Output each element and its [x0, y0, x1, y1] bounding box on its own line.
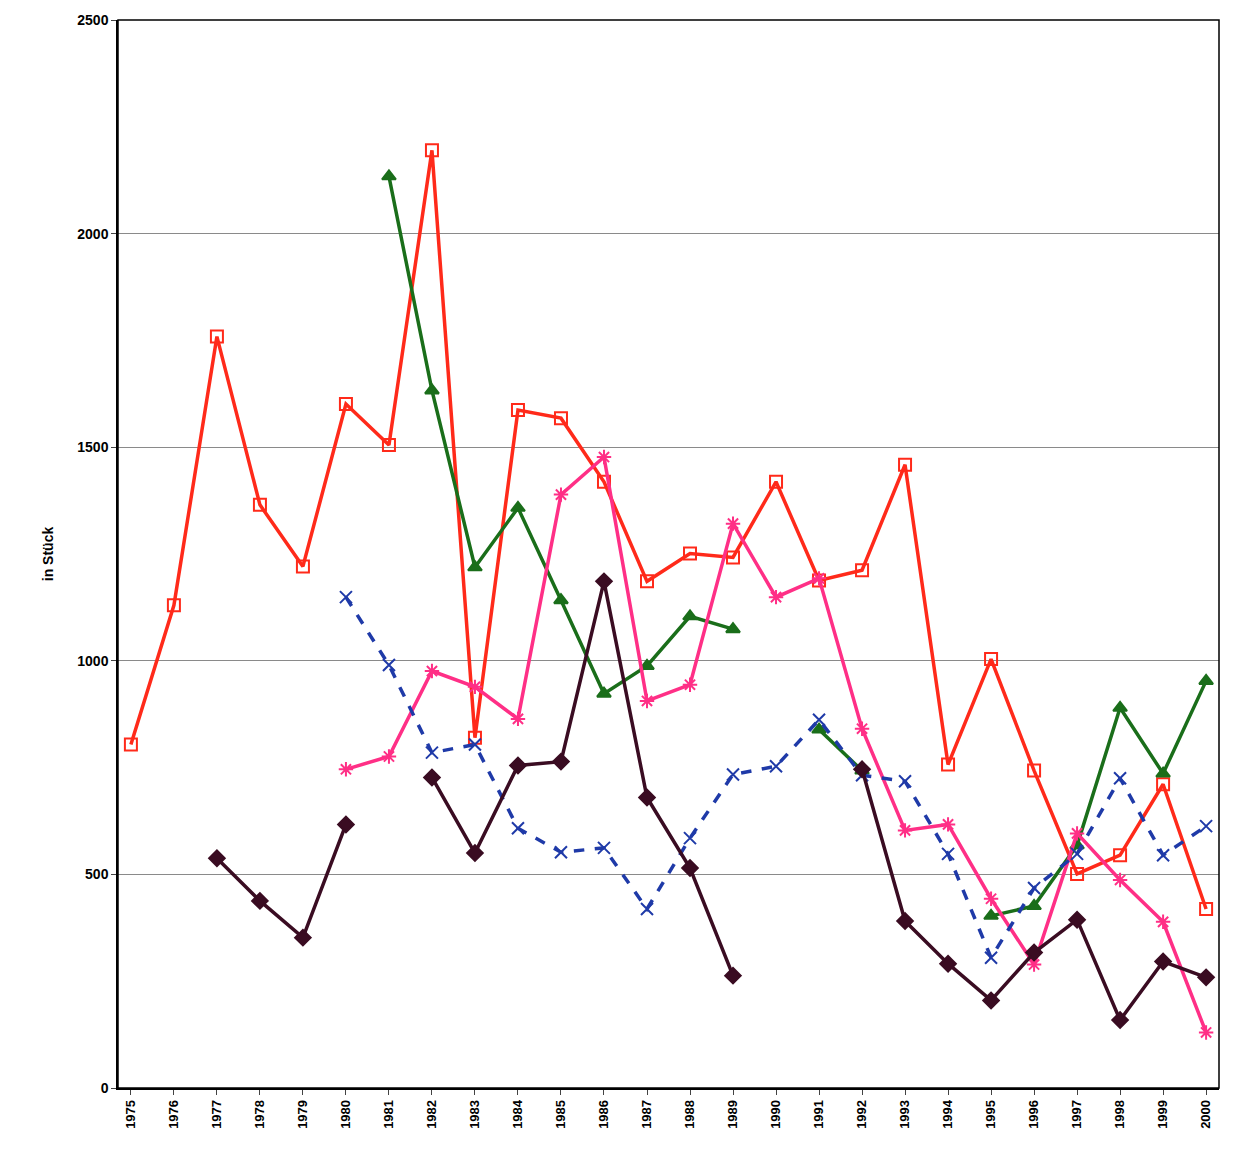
- svg-text:1986: 1986: [596, 1100, 611, 1129]
- svg-text:1978: 1978: [252, 1100, 267, 1129]
- svg-text:1984: 1984: [510, 1099, 525, 1129]
- svg-text:1992: 1992: [854, 1100, 869, 1129]
- svg-text:1987: 1987: [639, 1100, 654, 1129]
- svg-text:1981: 1981: [381, 1100, 396, 1129]
- svg-text:1000: 1000: [77, 653, 108, 669]
- svg-text:1983: 1983: [467, 1100, 482, 1129]
- svg-text:1998: 1998: [1112, 1100, 1127, 1129]
- svg-text:2500: 2500: [77, 12, 108, 28]
- svg-text:1980: 1980: [338, 1100, 353, 1129]
- svg-text:2000: 2000: [77, 226, 108, 242]
- svg-text:500: 500: [85, 866, 109, 882]
- svg-text:1976: 1976: [166, 1100, 181, 1129]
- svg-text:1999: 1999: [1155, 1100, 1170, 1129]
- svg-text:1997: 1997: [1069, 1100, 1084, 1129]
- svg-text:1977: 1977: [209, 1100, 224, 1129]
- svg-text:0: 0: [101, 1080, 109, 1096]
- svg-text:1500: 1500: [77, 439, 108, 455]
- svg-text:in Stück: in Stück: [40, 527, 56, 582]
- svg-text:1975: 1975: [123, 1100, 138, 1129]
- svg-text:1990: 1990: [768, 1100, 783, 1129]
- svg-text:1985: 1985: [553, 1100, 568, 1129]
- svg-text:1979: 1979: [295, 1100, 310, 1129]
- svg-text:1982: 1982: [424, 1100, 439, 1129]
- svg-text:1995: 1995: [983, 1100, 998, 1129]
- svg-text:1989: 1989: [725, 1100, 740, 1129]
- svg-text:1991: 1991: [811, 1100, 826, 1129]
- svg-text:2000: 2000: [1198, 1100, 1213, 1129]
- svg-text:1994: 1994: [940, 1099, 955, 1129]
- svg-text:1988: 1988: [682, 1100, 697, 1129]
- svg-text:1993: 1993: [897, 1100, 912, 1129]
- svg-text:1996: 1996: [1026, 1100, 1041, 1129]
